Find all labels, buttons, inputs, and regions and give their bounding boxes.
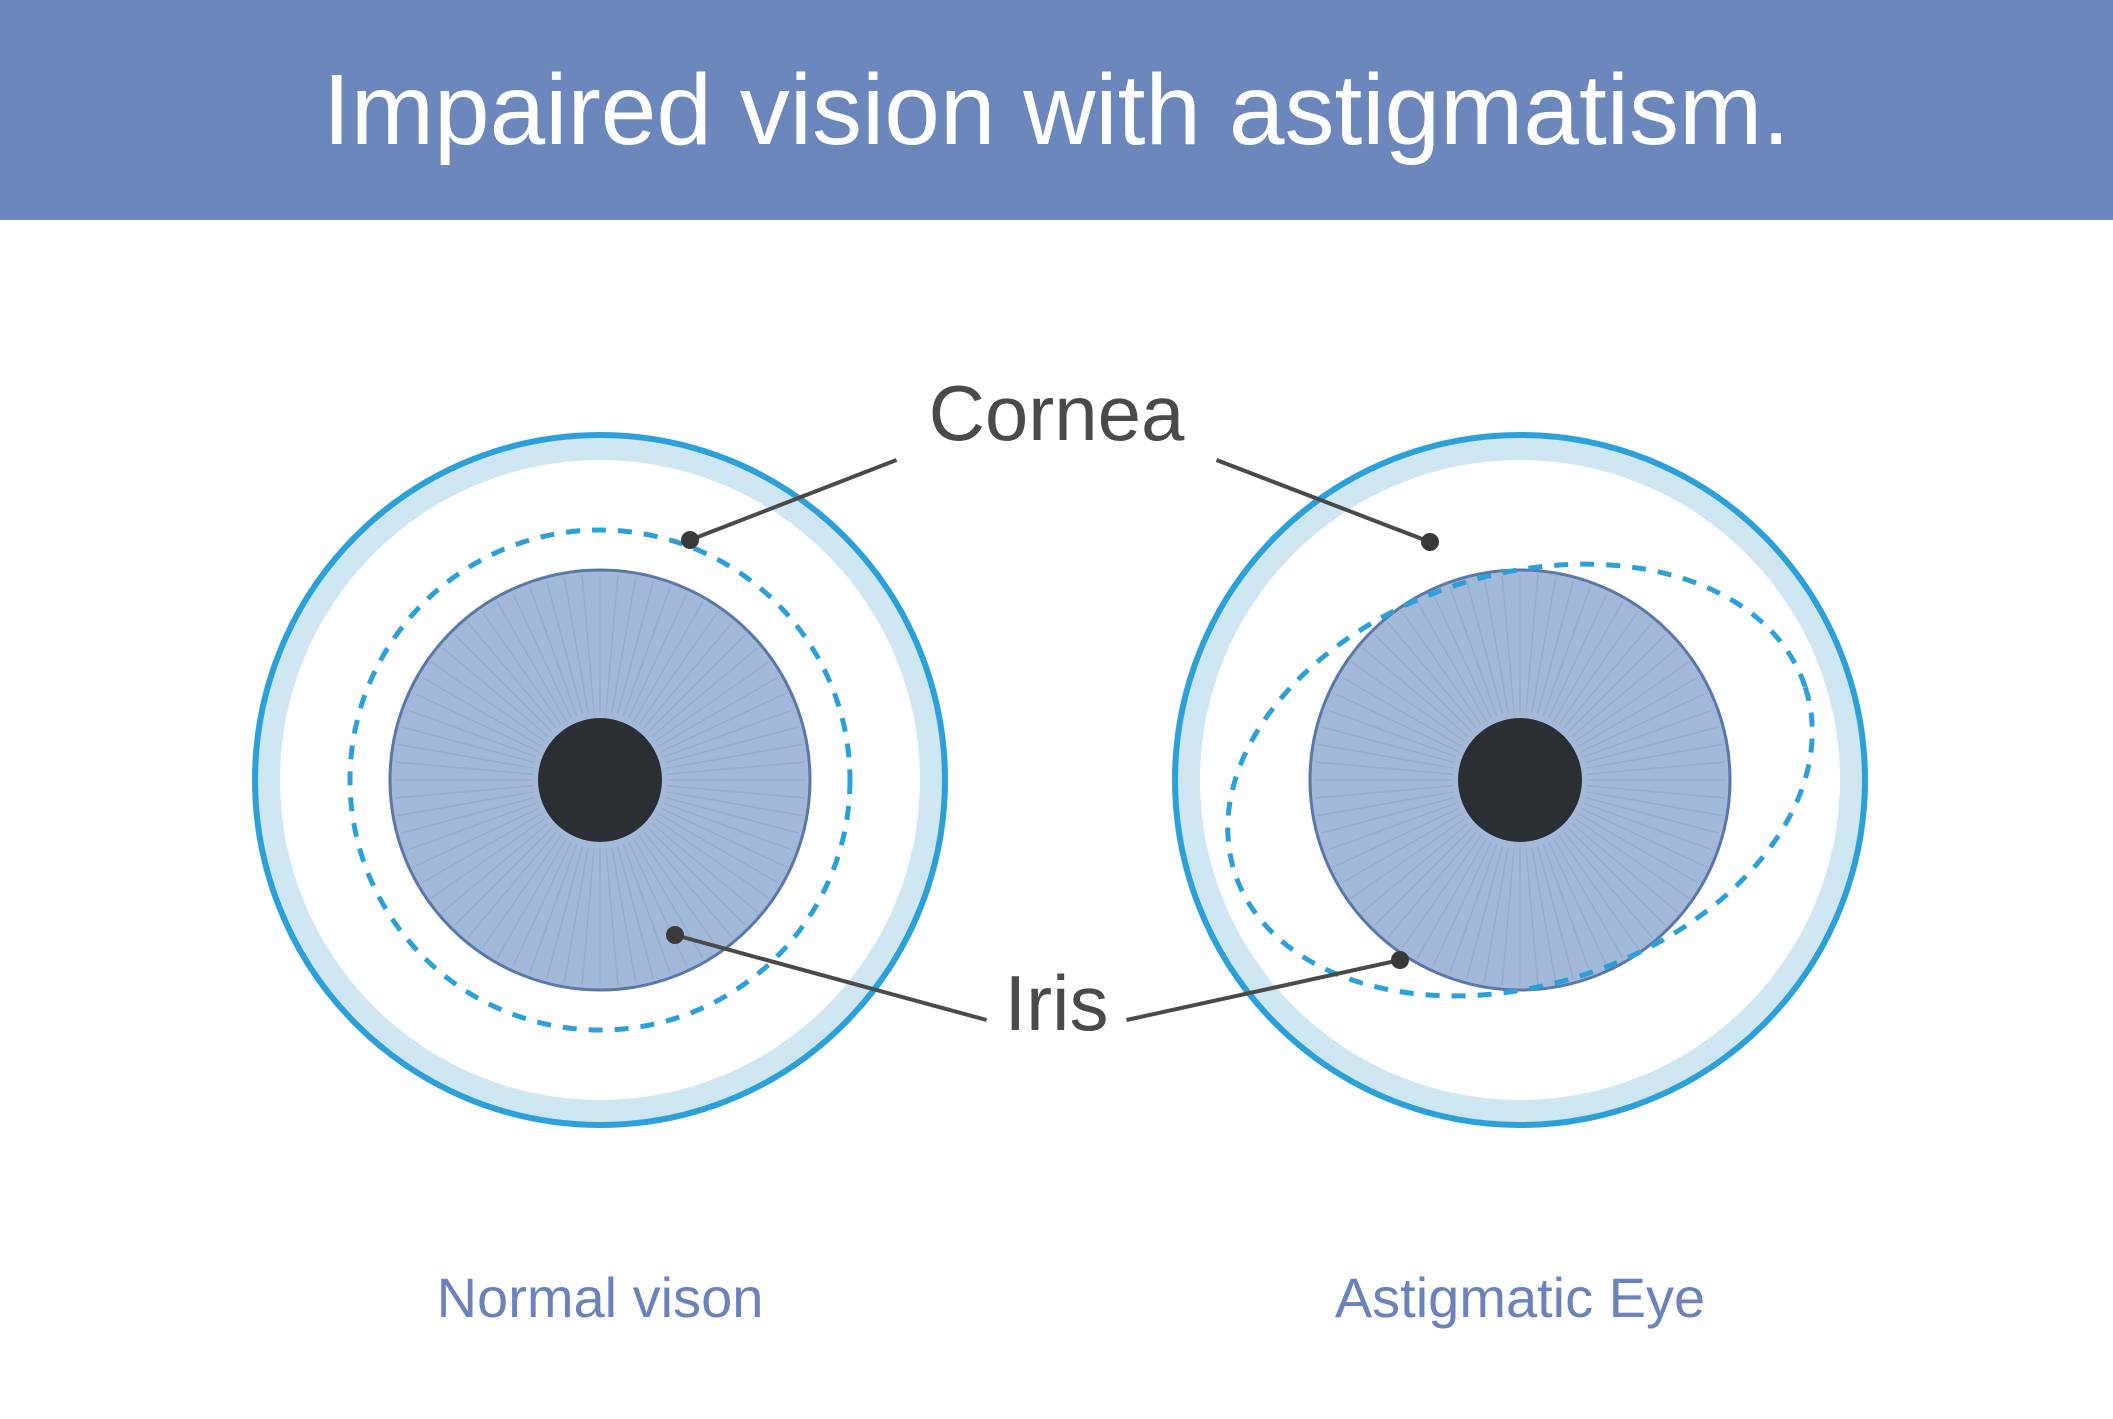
iris-label: Iris (1005, 959, 1109, 1047)
diagram-canvas-wrap: Cornea Iris (0, 220, 2113, 1419)
left-pupil (538, 718, 662, 842)
leader-dot (666, 926, 684, 944)
caption-left: Normal vison (300, 1265, 900, 1330)
right-pupil (1458, 718, 1582, 842)
left-eye (255, 435, 945, 1125)
leader-dot (1391, 951, 1409, 969)
cornea-label: Cornea (929, 369, 1185, 457)
diagram-page: Impaired vision with astigmatism. Cornea… (0, 0, 2113, 1419)
page-title: Impaired vision with astigmatism. (323, 54, 1790, 166)
title-bar: Impaired vision with astigmatism. (0, 0, 2113, 220)
leader-dot (1421, 533, 1439, 551)
leader-dot (681, 531, 699, 549)
caption-right-text: Astigmatic Eye (1335, 1266, 1705, 1329)
right-eye (1171, 435, 1868, 1125)
diagram-svg: Cornea Iris (0, 220, 2113, 1419)
caption-left-text: Normal vison (437, 1266, 764, 1329)
caption-right: Astigmatic Eye (1220, 1265, 1820, 1330)
